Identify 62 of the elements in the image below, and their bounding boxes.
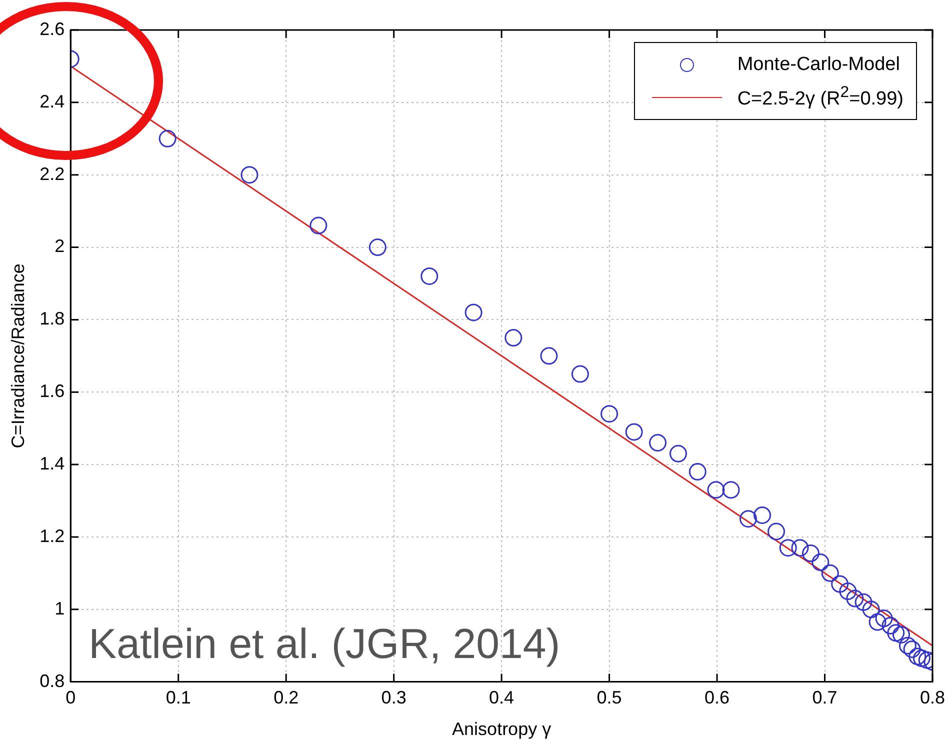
y-tick-label: 0.8 bbox=[40, 670, 65, 691]
point bbox=[768, 522, 786, 540]
point bbox=[420, 267, 438, 285]
y-tick-label: 1.6 bbox=[40, 381, 65, 402]
y-tick-label: 1.2 bbox=[40, 526, 65, 546]
point bbox=[368, 238, 386, 256]
annotation: Katlein et al. (JGR, 2014) bbox=[88, 620, 560, 668]
point bbox=[887, 624, 905, 642]
point bbox=[912, 650, 930, 668]
point bbox=[754, 506, 772, 524]
x-tick-label: 0.8 bbox=[920, 688, 946, 708]
y-axis-title: C=Irradiance/Radiance bbox=[8, 264, 28, 448]
point bbox=[898, 636, 916, 654]
y-tick-label: 2 bbox=[54, 236, 65, 256]
y-tick-label: 2.6 bbox=[40, 18, 65, 39]
point bbox=[854, 593, 872, 611]
point bbox=[625, 423, 643, 441]
legend-label: Monte-Carlo-Model bbox=[737, 54, 900, 76]
y-tick-label: 2.4 bbox=[40, 91, 65, 112]
x-tick-label: 0.3 bbox=[381, 688, 406, 708]
point bbox=[707, 481, 725, 499]
x-tick-label: 0.6 bbox=[704, 688, 730, 708]
x-tick-label: 0 bbox=[66, 688, 76, 708]
point bbox=[740, 510, 758, 528]
point bbox=[862, 600, 880, 618]
point bbox=[571, 365, 589, 383]
point bbox=[779, 539, 797, 557]
x-tick-label: 0.7 bbox=[812, 688, 838, 708]
point bbox=[882, 616, 900, 634]
point bbox=[908, 648, 926, 666]
x-tick-label: 0.2 bbox=[274, 688, 299, 708]
y-tick-label: 2.2 bbox=[40, 164, 65, 184]
point bbox=[600, 405, 618, 423]
x-tick-label: 0.1 bbox=[166, 688, 191, 708]
y-tick-label: 1.8 bbox=[40, 308, 65, 329]
point bbox=[649, 434, 667, 452]
y-tick-label: 1.4 bbox=[40, 454, 65, 474]
point bbox=[464, 304, 482, 322]
point bbox=[240, 166, 258, 184]
point bbox=[669, 444, 687, 462]
point bbox=[875, 610, 893, 628]
y-tick-label: 1 bbox=[54, 598, 65, 618]
point bbox=[846, 590, 864, 608]
point bbox=[688, 463, 706, 481]
x-axis-title: Anisotropy γ bbox=[452, 719, 552, 740]
x-tick-label: 0.4 bbox=[489, 688, 514, 708]
point bbox=[504, 329, 522, 347]
x-tick-label: 0.5 bbox=[596, 688, 622, 708]
point bbox=[310, 216, 328, 234]
point bbox=[812, 554, 830, 572]
point bbox=[868, 613, 886, 631]
point bbox=[903, 640, 921, 658]
point bbox=[892, 626, 910, 644]
point bbox=[831, 575, 849, 593]
point bbox=[158, 130, 176, 148]
point bbox=[540, 347, 558, 365]
legend-label: C=2.5-2γ (R$^{2}$=0.99) bbox=[737, 84, 904, 110]
point bbox=[722, 481, 740, 499]
point bbox=[791, 539, 809, 557]
point bbox=[821, 564, 839, 582]
point bbox=[839, 582, 857, 600]
point bbox=[802, 544, 820, 562]
